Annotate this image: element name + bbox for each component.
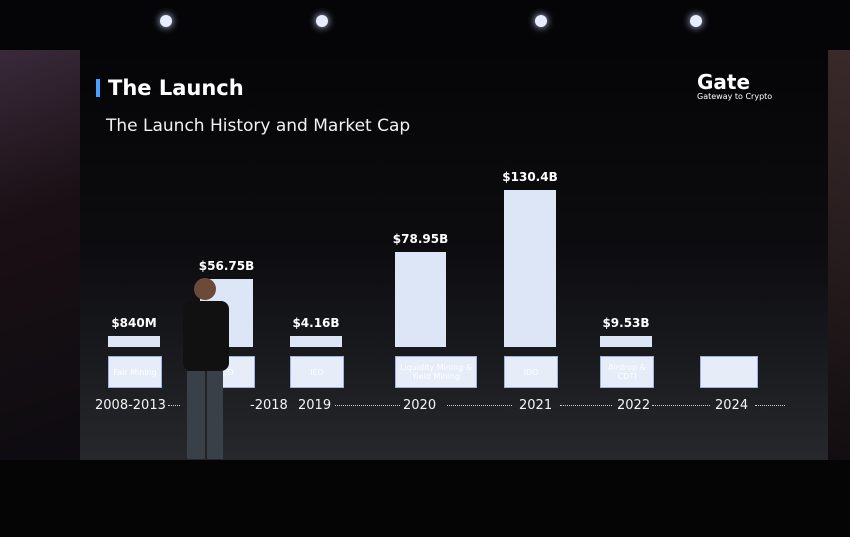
bar-2020 [395, 251, 446, 347]
presenter [183, 278, 229, 459]
launch-method-box [700, 356, 758, 388]
bar-2019 [290, 336, 342, 347]
bar-2022 [600, 335, 652, 347]
timeline-connector [447, 405, 512, 406]
timeline-connector [168, 405, 180, 406]
x-tick-label: 2021 [519, 398, 553, 413]
x-tick-label: 2020 [403, 398, 437, 413]
stage-floor [0, 460, 850, 537]
stage-light [690, 15, 702, 27]
ceiling [0, 0, 850, 50]
slide-subtitle: The Launch History and Market Cap [106, 116, 411, 136]
data-label: $9.53B [602, 315, 650, 330]
timeline-connector [755, 405, 785, 406]
data-label: $840M [111, 316, 157, 330]
gate-logo: Gate Gateway to Crypto [697, 70, 772, 101]
bar-2008-2013 [108, 336, 160, 347]
data-label: $4.16B [292, 316, 340, 330]
side-panel-left [0, 50, 80, 460]
x-tick-label: 2022 [617, 398, 651, 413]
stage-light [160, 15, 172, 27]
x-tick-label: -2018 [250, 398, 288, 413]
title-accent-bar [96, 79, 100, 97]
stage-light [316, 15, 328, 27]
timeline-connector [335, 405, 400, 406]
timeline-connector [652, 405, 710, 406]
data-label: $56.75B [198, 258, 255, 273]
launch-method-box: Fair Mining [108, 356, 162, 388]
launch-method-box: Liquidity Mining & Yield Mining [395, 356, 477, 388]
launch-method-box: IDO [504, 356, 558, 388]
bar-2021 [504, 190, 556, 347]
slide-title-text: The Launch [108, 76, 244, 100]
data-label: $130.4B [502, 170, 558, 184]
launch-method-box: Airdrop & CDTI [600, 356, 654, 388]
x-tick-label: 2008-2013 [95, 398, 166, 413]
timeline-connector [560, 405, 612, 406]
slide-title: The Launch [96, 76, 244, 100]
logo-name: Gate [697, 70, 751, 94]
side-panel-right [828, 50, 850, 460]
logo-tagline: Gateway to Crypto [697, 92, 773, 101]
launch-method-box: IEO [290, 356, 344, 388]
x-tick-label: 2024 [715, 398, 749, 413]
stage-light [535, 15, 547, 27]
x-tick-label: 2019 [298, 398, 332, 413]
data-label: $78.95B [392, 231, 449, 246]
